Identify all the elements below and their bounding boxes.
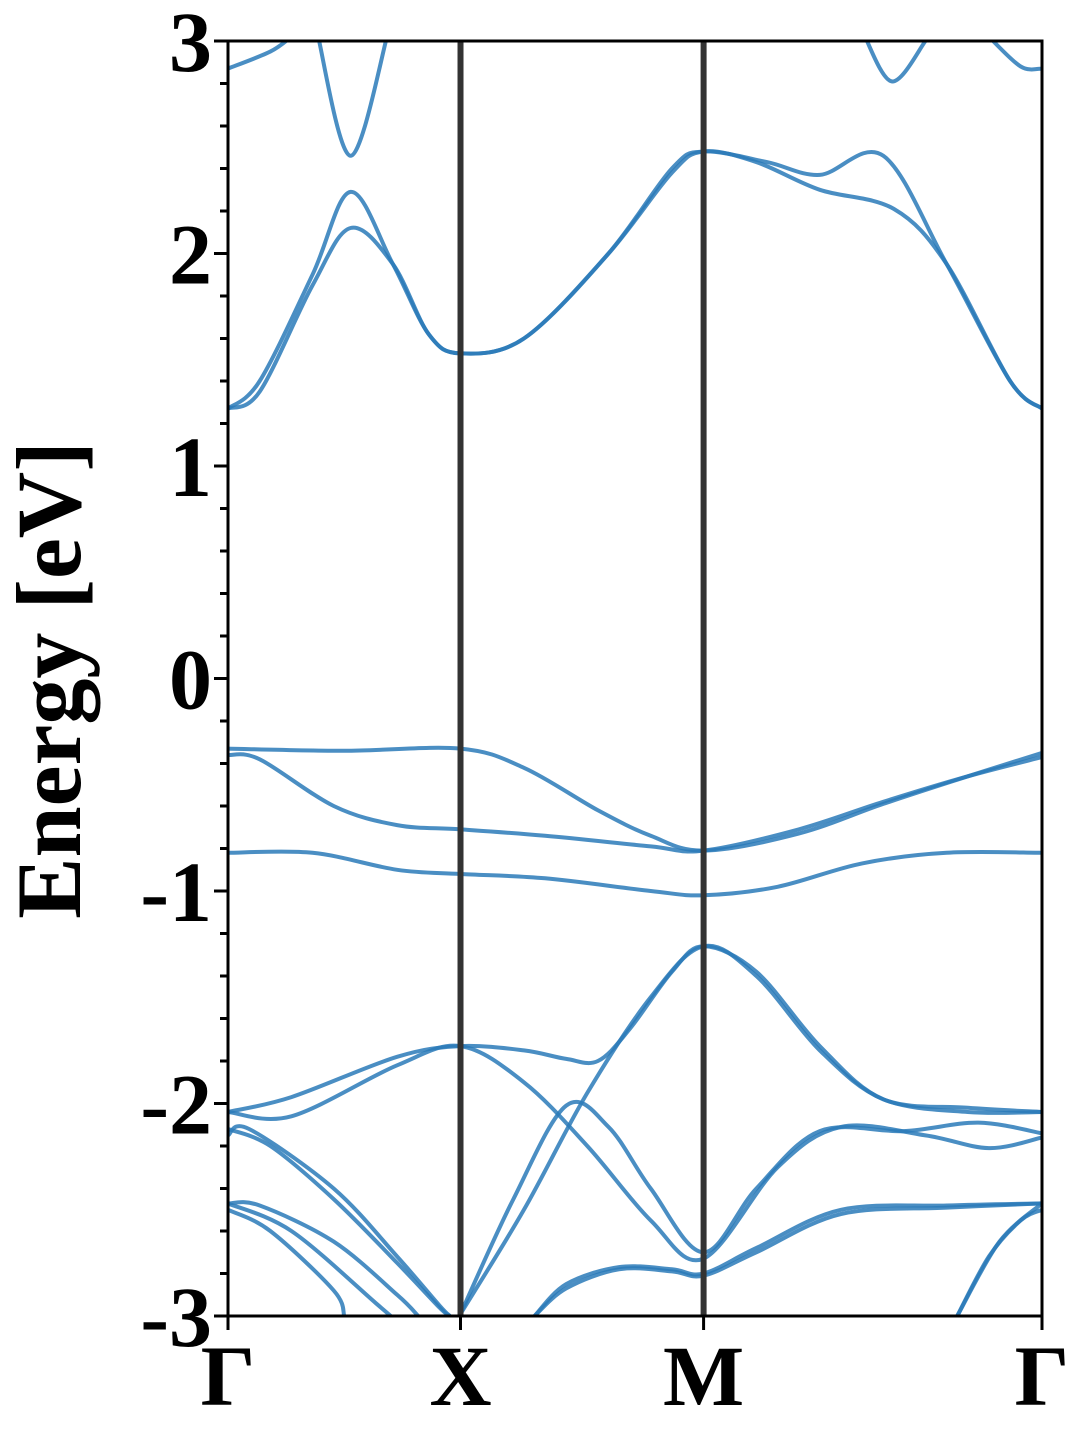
- band-line-1: [228, 745, 1042, 853]
- band-line-22: [955, 1201, 1042, 1316]
- band-line-11: [228, 1043, 1042, 1263]
- band-line-16: [228, 1200, 421, 1316]
- y-tick-label: -3: [140, 1269, 212, 1365]
- y-tick-label: -2: [140, 1057, 212, 1153]
- band-line-18: [228, 1201, 393, 1316]
- band-line-19: [532, 1201, 1042, 1316]
- band-line-5: [228, 149, 1042, 411]
- band-line-4: [228, 149, 1042, 411]
- band-line-6: [228, 41, 290, 71]
- y-axis-ticks: -3 -2 -1 0 1 2 3: [140, 0, 228, 1365]
- band-lines: [228, 41, 1042, 1316]
- band-line-7: [317, 41, 388, 158]
- y-axis-label: Energy [eV]: [0, 441, 100, 919]
- x-tick-label-M: M: [663, 1328, 744, 1424]
- y-tick-label: 1: [169, 419, 212, 515]
- band-line-21: [955, 1207, 1042, 1316]
- band-line-8: [864, 41, 928, 84]
- y-tick-label: 3: [169, 0, 212, 90]
- y-tick-label: 2: [169, 207, 212, 303]
- band-line-17: [228, 1207, 347, 1316]
- x-tick-label-Γ: Γ: [201, 1328, 256, 1424]
- plot-frame: [226, 39, 1044, 1318]
- band-line-2: [228, 752, 1042, 854]
- band-line-9: [990, 41, 1042, 72]
- high-symmetry-dividers: [457, 41, 707, 1316]
- x-tick-label-X: X: [429, 1328, 491, 1424]
- x-tick-label-Γ: Γ: [1015, 1328, 1070, 1424]
- band-line-3: [228, 849, 1042, 898]
- band-line-13: [458, 943, 1042, 1316]
- band-line-20: [532, 1201, 1042, 1316]
- band-line-15: [228, 1124, 452, 1316]
- y-tick-label: 0: [169, 632, 212, 728]
- band-line-14: [228, 1127, 452, 1316]
- y-tick-label: -1: [140, 844, 212, 940]
